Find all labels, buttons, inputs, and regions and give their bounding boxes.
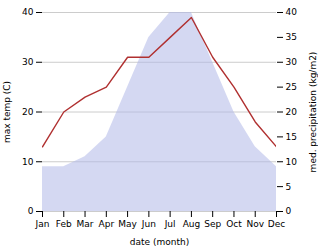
svg-text:40: 40: [22, 7, 34, 17]
svg-text:30: 30: [286, 57, 298, 67]
svg-text:Feb: Feb: [56, 219, 72, 229]
svg-text:Jul: Jul: [164, 219, 176, 229]
svg-text:Apr: Apr: [99, 219, 115, 229]
svg-text:20: 20: [22, 107, 34, 117]
svg-text:Jan: Jan: [35, 219, 50, 229]
svg-text:20: 20: [286, 107, 298, 117]
svg-text:Oct: Oct: [226, 219, 242, 229]
svg-text:Aug: Aug: [183, 219, 201, 229]
svg-text:30: 30: [22, 57, 34, 67]
svg-text:0: 0: [286, 206, 292, 216]
svg-text:May: May: [118, 219, 137, 229]
svg-text:Sep: Sep: [204, 219, 221, 229]
svg-text:15: 15: [286, 132, 297, 142]
svg-text:Mar: Mar: [77, 219, 94, 229]
svg-text:25: 25: [286, 82, 297, 92]
svg-text:Jun: Jun: [141, 219, 156, 229]
svg-text:med. precipitation (kg/m2): med. precipitation (kg/m2): [308, 52, 318, 173]
svg-text:max temp (C): max temp (C): [2, 81, 12, 143]
svg-text:date (month): date (month): [130, 237, 189, 247]
svg-text:Dec: Dec: [268, 219, 285, 229]
svg-text:Nov: Nov: [246, 219, 264, 229]
svg-text:10: 10: [286, 157, 298, 167]
svg-text:10: 10: [22, 157, 34, 167]
svg-text:40: 40: [286, 7, 298, 17]
svg-text:5: 5: [286, 182, 292, 192]
svg-text:0: 0: [28, 206, 34, 216]
svg-text:35: 35: [286, 32, 297, 42]
